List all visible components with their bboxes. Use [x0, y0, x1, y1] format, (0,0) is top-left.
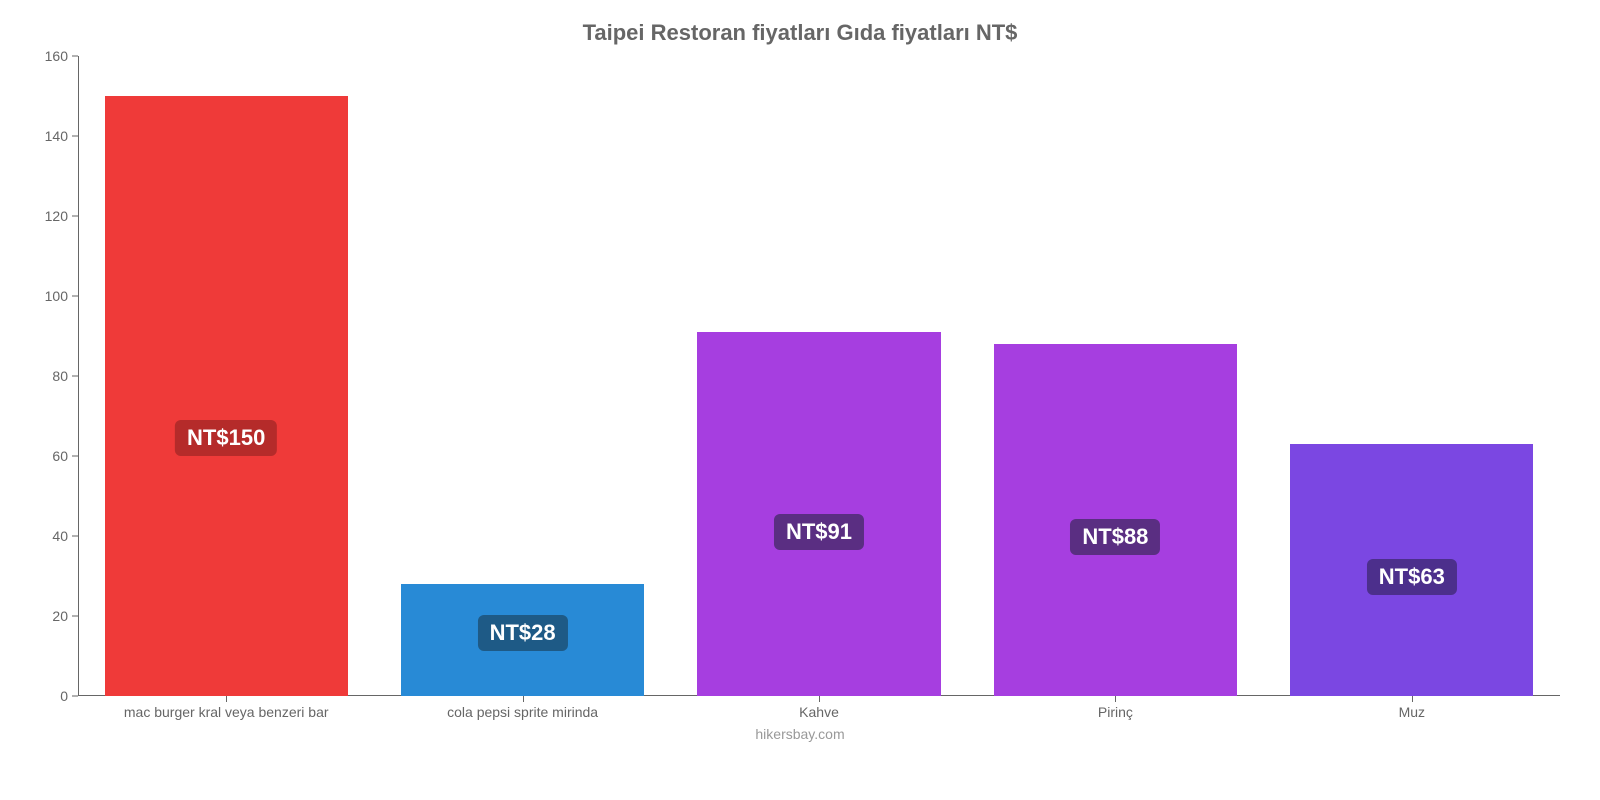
x-ticks — [78, 696, 1560, 702]
y-axis: 020406080100120140160 — [30, 56, 78, 696]
bar: NT$91 — [697, 332, 940, 696]
bar-slot: NT$88 — [967, 56, 1263, 696]
value-badge: NT$91 — [774, 514, 864, 550]
y-tick-label: 20 — [30, 608, 68, 624]
bar-slot: NT$28 — [374, 56, 670, 696]
chart-container: Taipei Restoran fiyatları Gıda fiyatları… — [0, 0, 1600, 800]
y-tick-label: 160 — [30, 48, 68, 64]
x-axis-label: Muz — [1264, 704, 1560, 720]
y-tick-label: 40 — [30, 528, 68, 544]
x-axis-label: cola pepsi sprite mirinda — [374, 704, 670, 720]
y-tick-label: 120 — [30, 208, 68, 224]
x-tick-mark — [523, 696, 524, 702]
bar: NT$28 — [401, 584, 644, 696]
bar-slot: NT$63 — [1264, 56, 1560, 696]
bar: NT$88 — [994, 344, 1237, 696]
x-axis-label: mac burger kral veya benzeri bar — [78, 704, 374, 720]
value-badge: NT$88 — [1070, 519, 1160, 555]
bar: NT$63 — [1290, 444, 1533, 696]
value-badge: NT$63 — [1367, 559, 1457, 595]
bar-slot: NT$150 — [78, 56, 374, 696]
bar: NT$150 — [105, 96, 348, 696]
bars-group: NT$150 NT$28 NT$91 NT$88 NT$63 — [78, 56, 1560, 696]
chart-footer: hikersbay.com — [30, 726, 1570, 742]
value-badge: NT$150 — [175, 420, 277, 456]
x-tick-mark — [819, 696, 820, 702]
x-axis-labels: mac burger kral veya benzeri barcola pep… — [78, 704, 1560, 720]
x-tick-mark — [1412, 696, 1413, 702]
x-axis-label: Kahve — [671, 704, 967, 720]
bar-slot: NT$91 — [671, 56, 967, 696]
y-tick-label: 100 — [30, 288, 68, 304]
y-tick-label: 80 — [30, 368, 68, 384]
x-tick-mark — [226, 696, 227, 702]
y-tick-label: 140 — [30, 128, 68, 144]
x-tick-mark — [1115, 696, 1116, 702]
chart-title: Taipei Restoran fiyatları Gıda fiyatları… — [30, 20, 1570, 46]
x-axis-label: Pirinç — [967, 704, 1263, 720]
plot-region: 020406080100120140160 NT$150NT$28NT$91NT… — [78, 56, 1560, 696]
value-badge: NT$28 — [478, 615, 568, 651]
y-tick-label: 60 — [30, 448, 68, 464]
y-tick-label: 0 — [30, 688, 68, 704]
